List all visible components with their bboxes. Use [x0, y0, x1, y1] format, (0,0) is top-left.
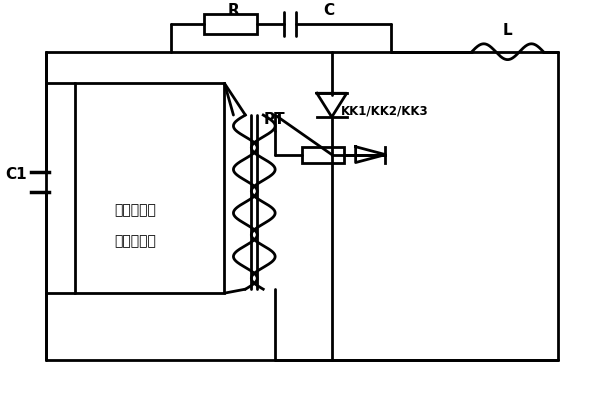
Text: 来自前一级: 来自前一级 [114, 203, 156, 217]
Bar [203, 14, 257, 34]
Text: R: R [227, 3, 239, 18]
Text: PT: PT [263, 112, 285, 127]
Text: C: C [323, 3, 334, 18]
Bar [76, 83, 224, 293]
Text: 脉冲变压器: 脉冲变压器 [114, 235, 156, 249]
Text: L: L [503, 23, 512, 38]
Text: C1: C1 [5, 167, 26, 182]
Text: KK1/KK2/KK3: KK1/KK2/KK3 [341, 104, 428, 118]
Bar [302, 147, 344, 162]
